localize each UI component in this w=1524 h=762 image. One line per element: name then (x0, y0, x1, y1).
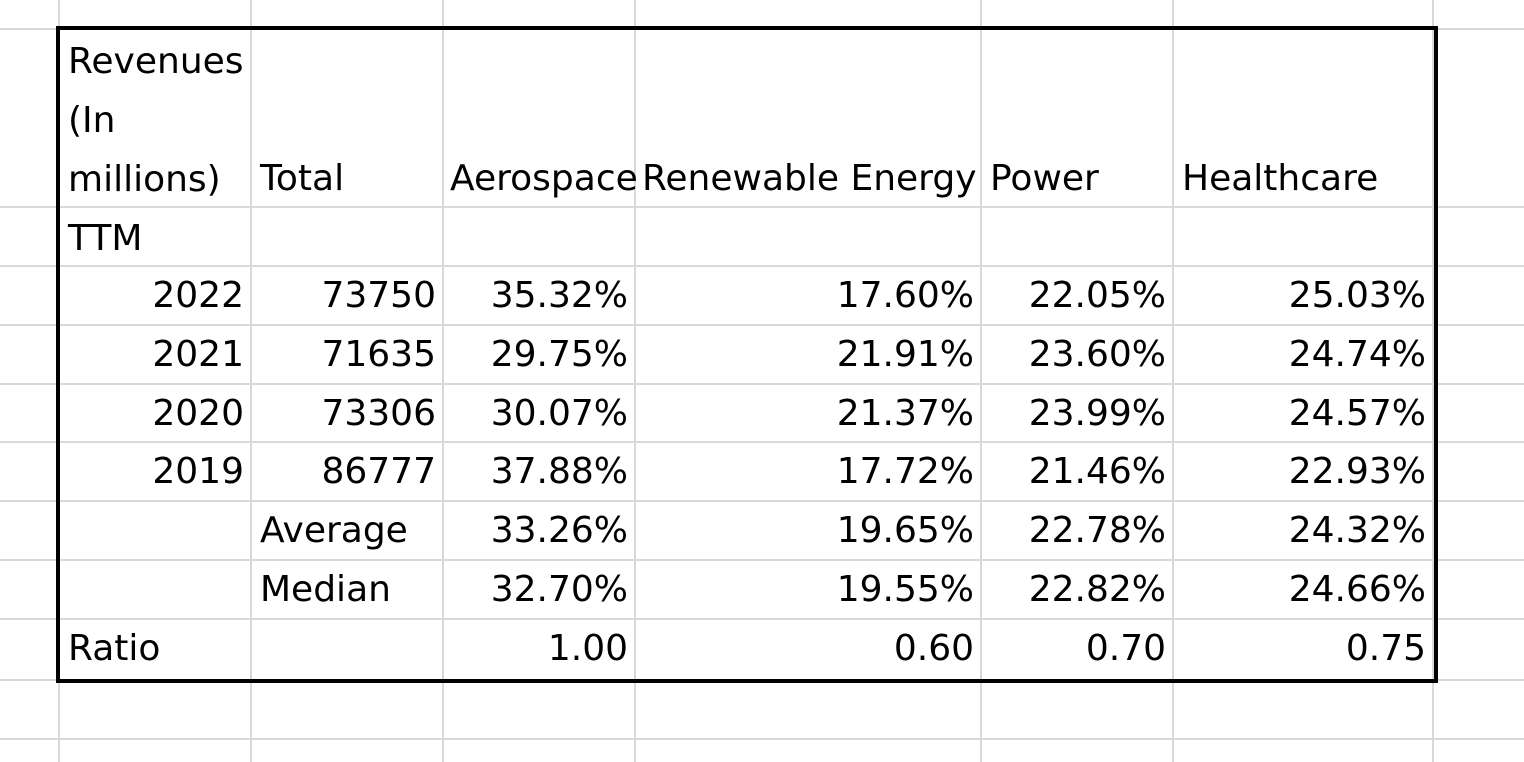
power-cell[interactable]: 22.05% (1028, 275, 1166, 316)
column-gridline (634, 0, 636, 762)
row-gridline (0, 441, 1524, 443)
year-cell[interactable]: 2021 (152, 334, 244, 375)
renewable-energy-ratio-cell[interactable]: 0.60 (893, 628, 974, 669)
total-cell[interactable]: 73750 (321, 275, 436, 316)
renewable-energy-cell[interactable]: 17.60% (836, 275, 974, 316)
year-cell[interactable]: 2022 (152, 275, 244, 316)
healthcare-cell[interactable]: 24.57% (1288, 393, 1426, 434)
total-cell[interactable]: 73306 (321, 393, 436, 434)
header-aerospace[interactable]: Aerospace (450, 158, 638, 199)
aerospace-cell[interactable]: 37.88% (490, 451, 628, 492)
row-gridline (0, 383, 1524, 385)
row-gridline (0, 206, 1524, 208)
year-cell[interactable]: 2019 (152, 451, 244, 492)
healthcare-cell[interactable]: 25.03% (1288, 275, 1426, 316)
aerospace-median-cell[interactable]: 32.70% (490, 569, 628, 610)
column-gridline (1172, 0, 1174, 762)
power-cell[interactable]: 23.99% (1028, 393, 1166, 434)
ratio-label[interactable]: Ratio (68, 628, 161, 669)
column-gridline (250, 0, 252, 762)
power-average-cell[interactable]: 22.78% (1028, 510, 1166, 551)
aerospace-cell[interactable]: 35.32% (490, 275, 628, 316)
power-cell[interactable]: 23.60% (1028, 334, 1166, 375)
column-gridline (980, 0, 982, 762)
renewable-energy-cell[interactable]: 21.37% (836, 393, 974, 434)
power-cell[interactable]: 21.46% (1028, 451, 1166, 492)
healthcare-ratio-cell[interactable]: 0.75 (1345, 628, 1426, 669)
average-label[interactable]: Average (260, 510, 408, 551)
header-healthcare[interactable]: Healthcare (1182, 158, 1379, 199)
aerospace-average-cell[interactable]: 33.26% (490, 510, 628, 551)
median-label[interactable]: Median (260, 569, 391, 610)
renewable-energy-average-cell[interactable]: 19.65% (836, 510, 974, 551)
column-gridline (442, 0, 444, 762)
renewable-energy-median-cell[interactable]: 19.55% (836, 569, 974, 610)
header-label-line: millions) (68, 159, 221, 200)
healthcare-cell[interactable]: 22.93% (1288, 451, 1426, 492)
total-cell[interactable]: 86777 (321, 451, 436, 492)
healthcare-average-cell[interactable]: 24.32% (1288, 510, 1426, 551)
healthcare-median-cell[interactable]: 24.66% (1288, 569, 1426, 610)
power-median-cell[interactable]: 22.82% (1028, 569, 1166, 610)
aerospace-cell[interactable]: 30.07% (490, 393, 628, 434)
column-gridline (1432, 0, 1434, 762)
aerospace-ratio-cell[interactable]: 1.00 (547, 628, 628, 669)
total-cell[interactable]: 71635 (321, 334, 436, 375)
renewable-energy-cell[interactable]: 17.72% (836, 451, 974, 492)
header-power[interactable]: Power (990, 158, 1099, 199)
header-total[interactable]: Total (260, 158, 345, 199)
row-gridline (0, 500, 1524, 502)
header-label-line: (In (68, 100, 116, 141)
table-outline-border (56, 26, 1438, 683)
header-label-line: Revenues (68, 41, 244, 82)
aerospace-cell[interactable]: 29.75% (490, 334, 628, 375)
header-revenues-label[interactable]: Revenues (In millions) TTM (58, 32, 250, 268)
row-gridline (0, 559, 1524, 561)
header-label-line: TTM (68, 218, 143, 259)
power-ratio-cell[interactable]: 0.70 (1085, 628, 1166, 669)
row-gridline (0, 738, 1524, 740)
healthcare-cell[interactable]: 24.74% (1288, 334, 1426, 375)
renewable-energy-cell[interactable]: 21.91% (836, 334, 974, 375)
row-gridline (0, 324, 1524, 326)
row-gridline (0, 265, 1524, 267)
year-cell[interactable]: 2020 (152, 393, 244, 434)
header-renewable-energy[interactable]: Renewable Energy (642, 158, 977, 199)
row-gridline (0, 618, 1524, 620)
